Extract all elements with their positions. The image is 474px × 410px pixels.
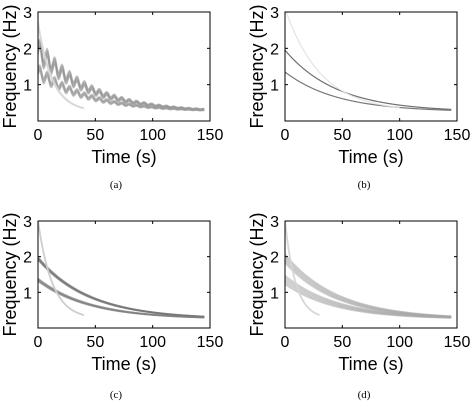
ridge-3 [38,20,85,109]
y-tick-label: 3 [23,5,32,22]
ridge-1 [38,256,205,318]
x-tick-label: 50 [333,334,351,351]
y-tick-label: 1 [23,78,32,95]
x-tick-label: 50 [86,127,104,144]
y-tick-label: 2 [270,41,279,58]
panel-caption: (c) [110,389,123,401]
axes-frame [37,11,211,122]
x-tick-label: 0 [34,127,43,144]
ridge-3 [38,221,85,316]
y-tick-label: 2 [270,250,279,267]
x-tick-label: 150 [197,334,224,351]
ridge-1 [285,253,452,317]
ridge-2 [38,277,205,319]
x-tick-label: 0 [34,334,43,351]
ridge-1 [285,49,452,110]
x-tick-label: 50 [86,334,104,351]
panel-caption: (a) [110,179,123,191]
panel-caption: (b) [358,179,371,191]
plot-area [38,221,205,319]
y-axis-label: Frequency (Hz) [247,212,267,336]
x-tick-label: 0 [281,127,290,144]
x-axis-label: Time (s) [338,147,403,167]
ridge-2 [38,279,205,319]
x-tick-label: 150 [444,334,471,351]
y-tick-label: 2 [23,41,32,58]
ridge-2 [285,281,452,319]
y-axis-label: Frequency (Hz) [0,212,20,336]
ridge-3 [285,221,320,316]
ridge-2 [38,278,205,319]
ridge-1 [38,46,205,111]
plot-area [285,221,452,319]
plot-area [285,12,452,111]
axes-frame [37,220,211,329]
x-tick-label: 0 [281,334,290,351]
x-tick-label: 150 [197,127,224,144]
ridge-1 [38,37,205,110]
y-tick-label: 3 [270,5,279,22]
y-axis-label: Frequency (Hz) [247,4,267,128]
y-tick-label: 2 [23,250,32,267]
x-axis-label: Time (s) [91,147,156,167]
x-tick-label: 150 [444,127,471,144]
ridge-2 [285,71,452,111]
x-axis-label: Time (s) [338,354,403,374]
panel-caption: (d) [358,389,371,401]
x-tick-label: 100 [386,127,413,144]
axes-frame [284,220,458,329]
y-tick-label: 1 [270,285,279,302]
y-axis-label: Frequency (Hz) [0,4,20,128]
plot-area [38,20,205,112]
x-axis-label: Time (s) [91,354,156,374]
chart-panel-d: 0 50 100 150 1 2 3 Time (s) Frequency (Hz) (d) [247,212,470,401]
ridge-2 [38,69,205,112]
ridge-2 [285,283,452,319]
chart-panel-a: 0 50 100 150 1 2 3 Time (s) Frequency (Hz) (a) [0,4,223,191]
ridge-1 [38,259,205,318]
chart-panel-c: 0 50 100 150 1 2 3 Time (s) Frequency (Hz) (c) [0,212,223,401]
y-tick-label: 3 [23,214,32,231]
x-tick-label: 50 [333,127,351,144]
chart-panel-b: 0 50 100 150 1 2 3 Time (s) Frequency (Hz) (b) [247,4,470,191]
ridge-2 [38,279,205,319]
axes-frame [284,11,458,122]
x-tick-label: 100 [139,334,166,351]
x-tick-label: 100 [139,127,166,144]
y-tick-label: 3 [270,214,279,231]
x-tick-label: 100 [386,334,413,351]
y-tick-label: 1 [23,285,32,302]
ridge-2 [285,274,452,318]
ridge-3 [285,12,400,109]
y-tick-label: 1 [270,78,279,95]
ridge-2 [38,64,205,111]
